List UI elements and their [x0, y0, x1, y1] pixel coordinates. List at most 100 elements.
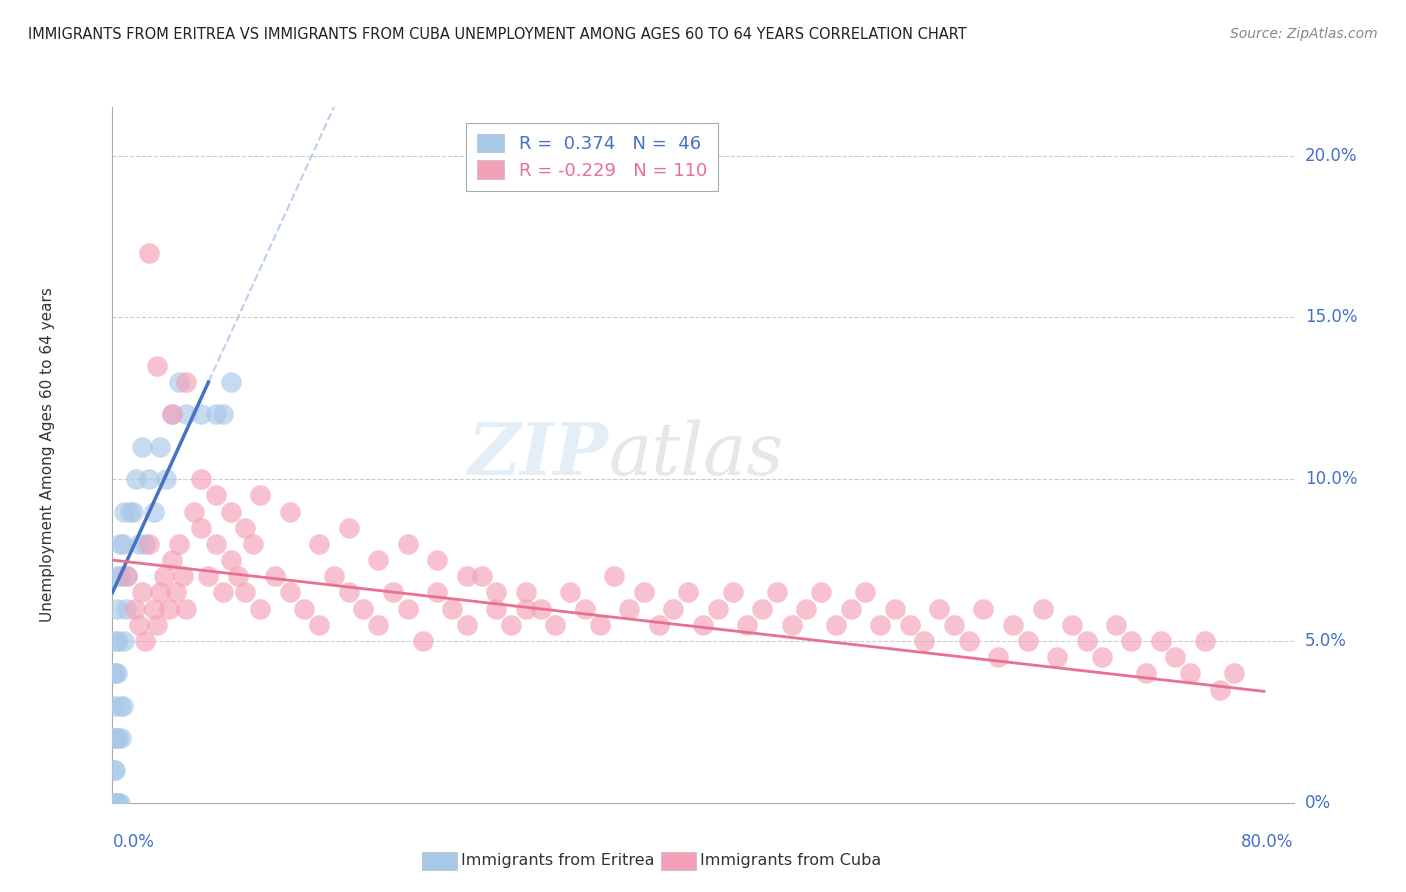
- Point: [721, 585, 744, 599]
- Point: [987, 650, 1010, 665]
- Point: [138, 245, 160, 260]
- Point: [107, 796, 129, 810]
- Point: [264, 569, 287, 583]
- Point: [485, 601, 508, 615]
- Point: [884, 601, 907, 615]
- Point: [249, 601, 271, 615]
- Point: [249, 488, 271, 502]
- Point: [131, 440, 153, 454]
- Point: [212, 585, 235, 599]
- Point: [1046, 650, 1069, 665]
- Point: [107, 634, 129, 648]
- Point: [134, 634, 156, 648]
- Text: 15.0%: 15.0%: [1305, 309, 1357, 326]
- Point: [1105, 617, 1128, 632]
- Point: [233, 521, 256, 535]
- Point: [167, 375, 190, 389]
- Point: [1017, 634, 1039, 648]
- Point: [128, 537, 150, 551]
- Point: [242, 537, 264, 551]
- Point: [125, 472, 148, 486]
- Point: [160, 553, 183, 567]
- Point: [396, 537, 419, 551]
- Text: 80.0%: 80.0%: [1241, 833, 1294, 851]
- Point: [441, 601, 464, 615]
- Point: [1150, 634, 1173, 648]
- Point: [131, 585, 153, 599]
- Point: [411, 634, 433, 648]
- Point: [515, 601, 537, 615]
- Point: [914, 634, 936, 648]
- Point: [174, 375, 197, 389]
- Point: [337, 521, 360, 535]
- Point: [219, 553, 242, 567]
- Point: [160, 408, 183, 422]
- Point: [104, 634, 127, 648]
- Point: [124, 601, 146, 615]
- Point: [278, 585, 301, 599]
- Point: [146, 617, 169, 632]
- Point: [869, 617, 891, 632]
- Point: [1208, 682, 1232, 697]
- Point: [128, 617, 150, 632]
- Point: [117, 569, 138, 583]
- Point: [110, 569, 132, 583]
- Point: [824, 617, 846, 632]
- Point: [928, 601, 950, 615]
- Point: [796, 601, 818, 615]
- Point: [544, 617, 567, 632]
- Point: [146, 359, 169, 373]
- Text: Immigrants from Cuba: Immigrants from Cuba: [700, 854, 882, 868]
- Point: [839, 601, 862, 615]
- Point: [647, 617, 671, 632]
- Point: [157, 601, 180, 615]
- Point: [103, 666, 125, 681]
- Point: [107, 731, 129, 745]
- Point: [1119, 634, 1142, 648]
- Point: [1223, 666, 1246, 681]
- Point: [205, 488, 228, 502]
- Point: [308, 617, 330, 632]
- Point: [160, 408, 183, 422]
- Point: [103, 796, 125, 810]
- Point: [942, 617, 965, 632]
- Point: [337, 585, 360, 599]
- Point: [114, 601, 136, 615]
- Point: [190, 472, 212, 486]
- Point: [108, 537, 131, 551]
- Point: [382, 585, 405, 599]
- Point: [142, 601, 165, 615]
- Point: [352, 601, 374, 615]
- Text: 10.0%: 10.0%: [1305, 470, 1357, 488]
- Point: [174, 601, 197, 615]
- Text: Unemployment Among Ages 60 to 64 years: Unemployment Among Ages 60 to 64 years: [39, 287, 55, 623]
- Text: 0%: 0%: [1305, 794, 1330, 812]
- Point: [470, 569, 494, 583]
- Point: [558, 585, 582, 599]
- Point: [103, 764, 125, 778]
- Point: [501, 617, 523, 632]
- Point: [1091, 650, 1114, 665]
- Point: [107, 569, 129, 583]
- Point: [226, 569, 249, 583]
- Point: [574, 601, 596, 615]
- Point: [108, 698, 131, 713]
- Point: [167, 537, 190, 551]
- Point: [766, 585, 789, 599]
- Point: [104, 666, 127, 681]
- Text: atlas: atlas: [609, 419, 785, 491]
- Point: [367, 617, 389, 632]
- Point: [588, 617, 610, 632]
- Point: [103, 698, 125, 713]
- Point: [219, 375, 242, 389]
- Point: [1076, 634, 1098, 648]
- Text: IMMIGRANTS FROM ERITREA VS IMMIGRANTS FROM CUBA UNEMPLOYMENT AMONG AGES 60 TO 64: IMMIGRANTS FROM ERITREA VS IMMIGRANTS FR…: [28, 27, 967, 42]
- Point: [529, 601, 551, 615]
- Point: [1032, 601, 1054, 615]
- Point: [190, 408, 212, 422]
- Point: [105, 601, 128, 615]
- Point: [103, 731, 125, 745]
- Point: [1164, 650, 1187, 665]
- Point: [855, 585, 877, 599]
- Point: [323, 569, 346, 583]
